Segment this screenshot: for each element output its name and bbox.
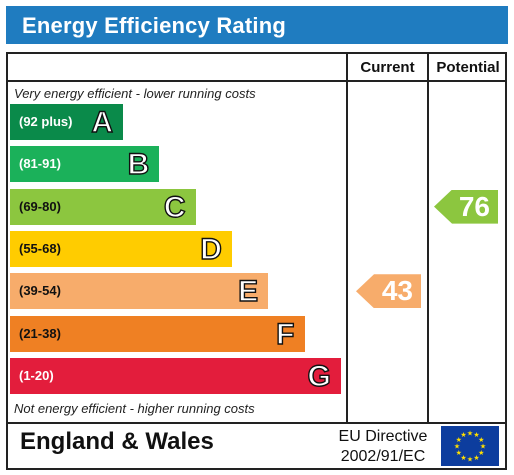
band-letter: C — [163, 190, 186, 224]
flag-star: ★ — [460, 431, 466, 439]
band-f: (21-38) F — [10, 315, 305, 352]
band-range-label: (1-20) — [19, 367, 54, 383]
directive-line-1: EU Directive — [338, 428, 428, 445]
band-d: (55-68) D — [10, 230, 232, 267]
rating-frame — [6, 52, 507, 470]
flag-star: ★ — [473, 454, 479, 462]
flag-star: ★ — [454, 443, 460, 451]
flag-star: ★ — [478, 449, 484, 457]
footer-divider — [6, 422, 507, 424]
band-letter: E — [237, 274, 259, 309]
flag-star: ★ — [480, 443, 486, 451]
flag-star: ★ — [478, 436, 484, 444]
band-range-label: (92 plus) — [19, 114, 73, 129]
title-bar: Energy Efficiency Rating — [6, 6, 508, 44]
band-range-label: (81-91) — [19, 156, 61, 172]
flag-star: ★ — [456, 449, 462, 457]
band-letter: D — [200, 232, 223, 266]
flag-star: ★ — [467, 430, 473, 438]
band-e: (39-54) E — [10, 273, 269, 310]
band-letter: F — [275, 317, 295, 351]
eu-flag-icon: ★ ★ ★ ★ ★ ★ ★ ★ ★ ★ ★ ★ — [441, 426, 499, 466]
flag-star: ★ — [473, 431, 479, 439]
potential-column-divider — [427, 52, 429, 424]
potential-rating-value: 76 — [458, 190, 490, 222]
band-range-label: (39-54) — [19, 283, 61, 299]
current-rating-value: 43 — [381, 275, 413, 307]
band-letter: B — [127, 148, 150, 182]
current-header: Current — [360, 59, 415, 76]
directive-line-2: 2002/91/EC — [340, 448, 426, 465]
band-letter: A — [91, 105, 114, 139]
top-note: Very energy efficient - lower running co… — [14, 86, 256, 101]
band-letter: G — [307, 359, 332, 393]
flag-star: ★ — [456, 436, 462, 444]
band-range-label: (55-68) — [19, 240, 61, 256]
eu-directive: EU Directive 2002/91/EC — [330, 427, 436, 467]
region-label: England & Wales — [20, 428, 214, 455]
band-a: (92 plus) A — [10, 104, 123, 140]
chart-title: Energy Efficiency Rating — [22, 13, 286, 38]
band-c: (69-80) C — [10, 188, 196, 225]
bottom-note: Not energy efficient - higher running co… — [14, 401, 255, 416]
header-divider — [6, 80, 507, 82]
flag-star: ★ — [460, 454, 466, 462]
flag-star: ★ — [467, 456, 473, 464]
current-column-divider — [346, 52, 348, 424]
band-range-label: (69-80) — [19, 198, 61, 214]
band-g: (1-20) G — [10, 357, 341, 394]
band-b: (81-91) B — [10, 146, 160, 183]
potential-header: Potential — [436, 59, 500, 76]
band-range-label: (21-38) — [19, 325, 61, 341]
